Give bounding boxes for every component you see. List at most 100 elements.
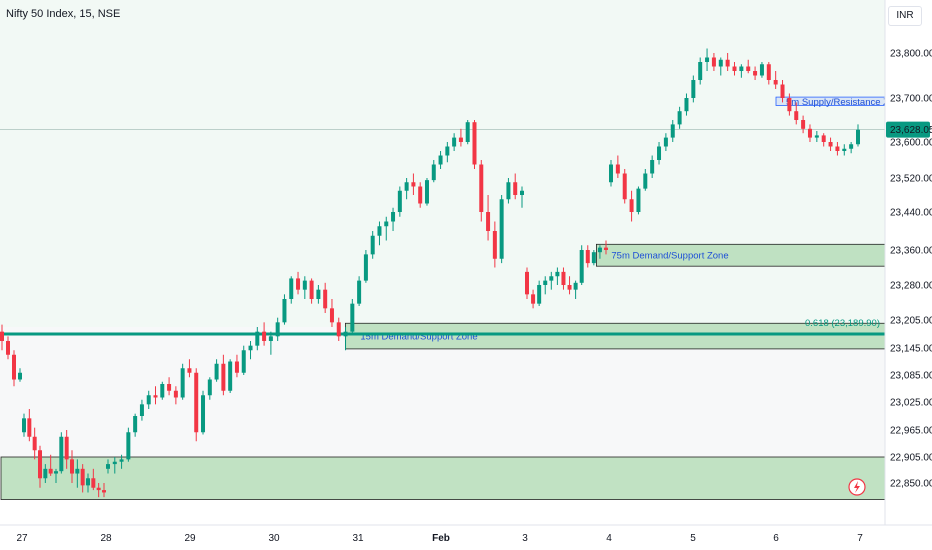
candle-body <box>746 66 751 71</box>
candle-body <box>201 395 206 433</box>
price-tick-label: 23,025.00 <box>890 398 932 409</box>
candle-body <box>126 432 131 460</box>
candle-body <box>525 271 529 295</box>
candle-body <box>807 128 812 138</box>
candle-body <box>180 368 185 398</box>
candle-body <box>520 190 524 195</box>
price-tick-label: 23,700.00 <box>890 94 932 105</box>
candle-body <box>643 173 648 189</box>
price-tick-label: 23,520.00 <box>890 174 932 185</box>
candle-body <box>234 361 239 373</box>
price-tick-label: 23,600.00 <box>890 138 932 149</box>
candle-body <box>91 478 96 488</box>
candle-body <box>18 372 22 380</box>
candle-body <box>555 271 560 277</box>
time-tick-label: 3 <box>522 533 528 544</box>
candle-body <box>228 361 233 391</box>
candle-body <box>670 124 675 138</box>
candle-body <box>506 182 511 200</box>
price-axis-bg <box>885 0 932 525</box>
price-tick-label: 22,965.00 <box>890 426 932 437</box>
candle-body <box>711 57 716 67</box>
candle-body <box>849 144 854 149</box>
candle-body <box>214 363 219 380</box>
candle-body <box>753 71 758 76</box>
candle-body <box>38 450 42 479</box>
candle-body <box>329 308 334 323</box>
candle-body <box>363 254 368 281</box>
candle-body <box>650 160 655 174</box>
candle-body <box>102 490 106 493</box>
time-tick-label: 27 <box>16 533 28 544</box>
currency-button[interactable]: INR <box>888 6 922 26</box>
candle-body <box>424 180 429 204</box>
candle-body <box>119 459 124 462</box>
candle-body <box>766 64 771 80</box>
candle-body <box>384 221 389 227</box>
last-price-badge <box>886 121 930 138</box>
candle-body <box>187 368 192 373</box>
candle-body <box>59 436 64 472</box>
candle-body <box>543 280 548 285</box>
candle-body <box>80 468 85 486</box>
candle-body <box>856 129 860 145</box>
price-axis[interactable]: 23,800.00 23,700.00 23,600.00 23,520.00 23,4… <box>884 0 932 525</box>
candle-body <box>479 164 484 212</box>
time-tick-label: 4 <box>606 533 612 544</box>
candle-body <box>725 59 730 67</box>
candle-body <box>404 182 409 191</box>
time-axis[interactable]: 27 28 29 30 31 Feb 3 4 5 6 7 <box>0 478 932 550</box>
candle-body <box>537 285 542 304</box>
candle-body <box>780 84 785 98</box>
fib-label: 0.618 (23,189.90) <box>805 318 880 329</box>
candle-body <box>531 294 536 304</box>
candle-body <box>323 289 328 309</box>
time-tick-label: 6 <box>773 533 779 544</box>
candle-body <box>27 418 32 437</box>
candle-body <box>6 341 10 355</box>
candle-body <box>492 231 497 259</box>
time-tick-label: Feb <box>432 533 450 544</box>
candle-body <box>167 384 172 391</box>
candle-body <box>241 350 246 373</box>
candle-body <box>207 379 212 396</box>
price-tick-label: 22,850.00 <box>890 479 932 490</box>
candle-body <box>146 395 151 405</box>
price-tick-label: 22,905.00 <box>890 453 932 464</box>
price-tick-label: 23,360.00 <box>890 246 932 257</box>
candle-body <box>12 354 16 380</box>
candle-body <box>801 120 806 129</box>
candle-body <box>153 395 158 398</box>
candle-body <box>657 146 662 160</box>
zone-rect <box>0 456 886 500</box>
flash-icon-bolt <box>854 481 860 493</box>
candle-body <box>622 173 627 200</box>
price-tick-label: 23,085.00 <box>890 371 932 382</box>
candle-body <box>472 122 477 165</box>
price-tick-label: 23,800.00 <box>890 49 932 60</box>
candle-body <box>814 135 819 138</box>
flash-icon[interactable] <box>848 478 866 496</box>
time-tick-label: 5 <box>690 533 696 544</box>
time-tick-label: 29 <box>184 533 196 544</box>
candle-body <box>160 384 165 398</box>
candle-body <box>397 190 402 212</box>
candle-body <box>828 142 833 147</box>
candle-body <box>48 468 53 474</box>
zones-layer: 5m Supply/Resistance Zone 75m Demand/Supp… <box>0 96 905 500</box>
candle-body <box>96 487 101 491</box>
candle-body <box>438 155 443 165</box>
candle-body <box>343 331 348 337</box>
candle-body <box>112 461 117 465</box>
candle-body <box>316 289 321 299</box>
candle-body <box>663 137 668 147</box>
candle-body <box>835 146 840 151</box>
candle-body <box>411 182 416 187</box>
candle-body <box>370 235 375 255</box>
candle-body <box>133 416 138 433</box>
candle-body <box>465 122 470 142</box>
candle-body <box>549 276 554 281</box>
candle-body <box>0 331 4 341</box>
time-tick-label: 31 <box>352 533 364 544</box>
